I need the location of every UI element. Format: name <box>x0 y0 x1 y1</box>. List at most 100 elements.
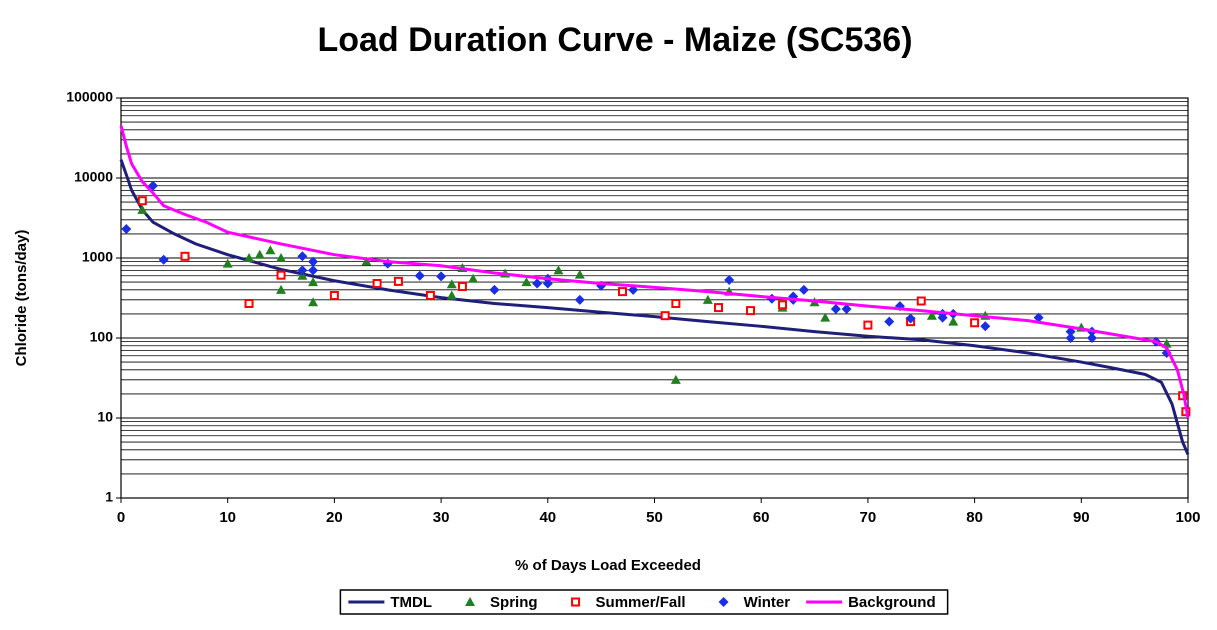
y-tick-label: 10 <box>97 409 113 425</box>
marker-diamond <box>308 265 319 276</box>
plot-frame <box>120 97 1189 499</box>
marker-diamond <box>798 284 809 295</box>
chart-title: Load Duration Curve - Maize (SC536) <box>317 21 912 59</box>
marker-square <box>671 298 681 308</box>
marker-triangle <box>574 269 585 279</box>
marker-triangle <box>308 277 319 287</box>
marker-diamond <box>436 271 447 282</box>
x-tick-label: 40 <box>539 509 556 526</box>
marker-diamond <box>297 251 308 262</box>
y-tick-label: 1000 <box>82 249 113 265</box>
marker-triangle <box>465 597 476 606</box>
marker-triangle <box>361 256 372 266</box>
marker-diamond <box>724 275 735 286</box>
marker-diamond <box>297 265 308 276</box>
x-tick-label: 30 <box>433 509 450 526</box>
marker-triangle <box>446 279 457 289</box>
marker-diamond <box>1065 333 1076 343</box>
marker-diamond <box>884 316 895 327</box>
x-tick-label: 10 <box>219 509 236 526</box>
marker-square <box>660 311 670 321</box>
marker-diamond <box>905 313 916 324</box>
marker-diamond <box>158 254 169 265</box>
legend-label: Background <box>848 594 936 611</box>
marker-diamond <box>121 224 132 235</box>
marker-triangle <box>702 294 713 304</box>
line-series <box>119 125 1190 419</box>
x-tick-label: 80 <box>966 509 983 526</box>
marker-triangle <box>265 245 276 255</box>
marker-diamond <box>980 321 991 332</box>
marker-square <box>244 298 254 308</box>
marker-square <box>329 290 339 300</box>
marker-diamond <box>937 312 948 323</box>
marker-triangle <box>553 265 564 275</box>
legend-item: Winter <box>718 594 791 611</box>
marker-square <box>746 306 756 316</box>
marker-square <box>393 276 403 286</box>
y-tick-label: 100000 <box>66 89 113 105</box>
marker-diamond <box>574 294 585 305</box>
marker-square <box>863 320 873 330</box>
y-tick-label: 10000 <box>74 169 113 185</box>
x-tick-label: 70 <box>860 509 877 526</box>
marker-square <box>457 282 467 292</box>
legend-item: Summer/Fall <box>571 594 686 611</box>
marker-square <box>425 290 435 300</box>
legend-label: TMDL <box>390 594 432 611</box>
x-tick-label: 100 <box>1175 509 1200 526</box>
marker-diamond <box>489 284 500 295</box>
marker-triangle <box>222 258 233 268</box>
marker-triangle <box>276 253 287 262</box>
marker-square <box>970 318 980 328</box>
legend-item: TMDL <box>348 594 432 611</box>
marker-square <box>180 251 190 261</box>
y-tick-label: 1 <box>105 489 113 505</box>
x-tick-label: 0 <box>117 509 125 526</box>
marker-square <box>714 303 724 313</box>
legend-label: Summer/Fall <box>596 594 686 611</box>
marker-diamond <box>542 278 553 289</box>
legend-item: Background <box>806 594 936 611</box>
marker-diamond <box>1086 333 1097 343</box>
marker-diamond <box>1065 326 1076 337</box>
line-series <box>119 159 1190 456</box>
marker-square <box>571 597 581 607</box>
marker-triangle <box>670 374 681 384</box>
marker-triangle <box>468 273 479 283</box>
marker-triangle <box>446 290 457 300</box>
legend-label: Winter <box>744 594 791 611</box>
marker-diamond <box>1033 312 1044 323</box>
legend-label: Spring <box>490 594 538 611</box>
y-axis-label: Chloride (tons/day) <box>13 230 30 367</box>
legend-item: Spring <box>465 594 538 611</box>
marker-diamond <box>830 304 841 315</box>
marker-square <box>137 196 147 206</box>
marker-triangle <box>308 297 319 307</box>
x-tick-label: 50 <box>646 509 663 526</box>
marker-diamond <box>414 270 425 281</box>
legend-box <box>339 589 949 615</box>
marker-diamond <box>841 304 852 315</box>
y-tick-label: 100 <box>90 329 114 345</box>
marker-square <box>617 287 627 297</box>
marker-square <box>372 279 382 289</box>
marker-diamond <box>718 597 729 607</box>
marker-diamond <box>308 256 319 267</box>
marker-triangle <box>521 277 532 287</box>
marker-triangle <box>820 312 831 322</box>
marker-triangle <box>244 253 255 262</box>
marker-square <box>778 300 788 310</box>
marker-triangle <box>137 204 148 214</box>
legend: TMDL Spring Summer/Fall Winter Background <box>339 589 949 615</box>
x-axis-label: % of Days Load Exceeded <box>515 557 701 574</box>
marker-diamond <box>532 278 543 289</box>
x-tick-label: 60 <box>753 509 770 526</box>
marker-square <box>916 296 926 306</box>
marker-triangle <box>254 249 265 259</box>
marker-triangle <box>948 316 959 326</box>
marker-triangle <box>926 310 937 320</box>
x-tick-label: 20 <box>326 509 343 526</box>
x-tick-label: 90 <box>1073 509 1090 526</box>
